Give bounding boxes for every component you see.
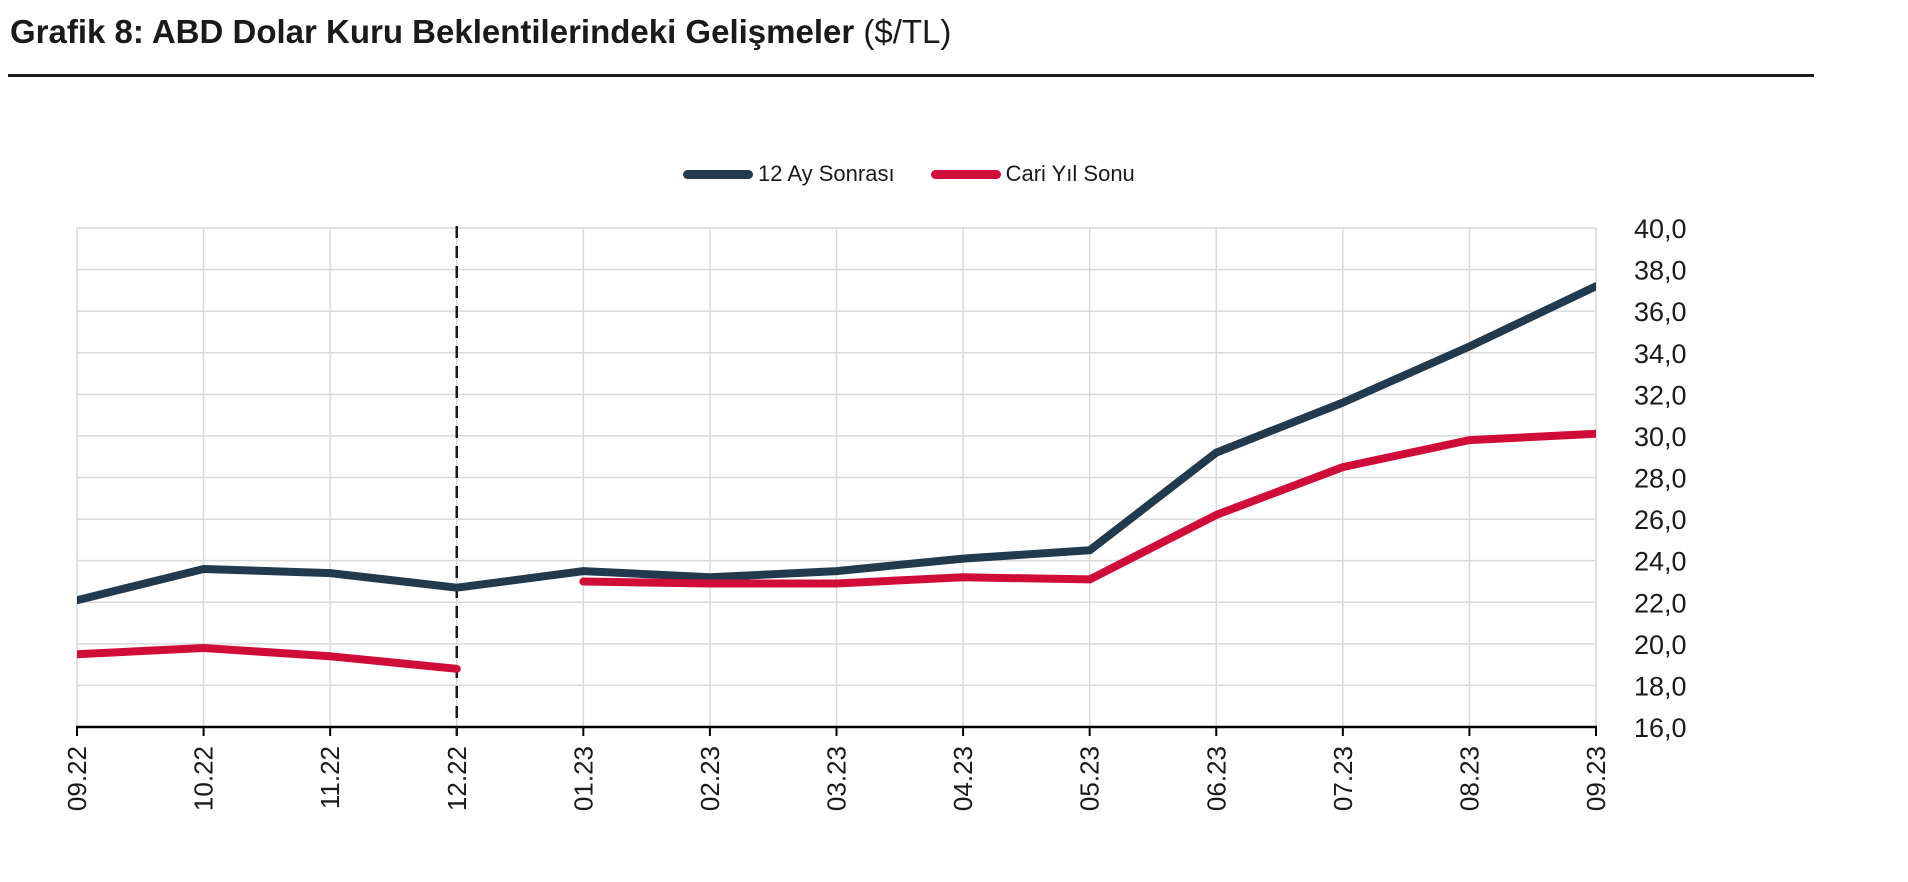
y-tick-label: 16,0 — [1634, 713, 1687, 743]
page-title-main: Grafik 8: ABD Dolar Kuru Beklentilerinde… — [10, 13, 855, 50]
x-tick-label: 04.23 — [948, 746, 978, 811]
page-title: Grafik 8: ABD Dolar Kuru Beklentilerinde… — [10, 12, 951, 52]
legend-line-sample-navy — [683, 169, 753, 179]
legend-item-12-ay-sonrasi: 12 Ay Sonrası — [683, 161, 895, 187]
y-tick-label: 18,0 — [1634, 671, 1687, 701]
series-line-cari-yil-sonu — [579, 429, 1596, 588]
x-tick-label: 05.23 — [1075, 746, 1105, 811]
legend-label: Cari Yıl Sonu — [1005, 161, 1135, 186]
x-tick-label: 07.23 — [1328, 746, 1358, 811]
title-underline — [8, 74, 1814, 77]
page-title-unit: ($/TL) — [854, 13, 952, 50]
y-tick-label: 22,0 — [1634, 588, 1687, 618]
x-tick-label: 11.22 — [315, 746, 345, 809]
y-tick-label: 30,0 — [1634, 422, 1687, 452]
x-tick-label: 03.23 — [822, 746, 852, 811]
x-tick-label: 06.23 — [1201, 746, 1231, 811]
y-tick-label: 26,0 — [1634, 505, 1687, 535]
y-tick-label: 32,0 — [1634, 380, 1687, 410]
series-line-12-ay-sonrasi — [77, 282, 1596, 605]
x-tick-label: 01.23 — [568, 746, 598, 811]
chart-legend: 12 Ay Sonrası Cari Yıl Sonu — [683, 161, 1135, 187]
x-tick-label: 09.22 — [62, 746, 92, 811]
series-line-cari-yil-sonu — [77, 644, 461, 673]
y-tick-label: 34,0 — [1634, 339, 1687, 369]
y-tick-label: 24,0 — [1634, 547, 1687, 577]
x-tick-label: 02.23 — [695, 746, 725, 811]
legend-label: 12 Ay Sonrası — [758, 161, 895, 186]
y-tick-label: 38,0 — [1634, 256, 1687, 286]
x-tick-label: 10.22 — [189, 746, 219, 811]
legend-item-cari-yil-sonu: Cari Yıl Sonu — [930, 161, 1135, 187]
x-tick-label: 12.22 — [442, 746, 472, 811]
y-tick-label: 36,0 — [1634, 297, 1687, 327]
y-tick-label: 20,0 — [1634, 630, 1687, 660]
y-tick-label: 28,0 — [1634, 464, 1687, 494]
y-tick-label: 40,0 — [1634, 214, 1687, 244]
x-tick-label: 09.23 — [1581, 746, 1611, 811]
x-tick-label: 08.23 — [1454, 746, 1484, 811]
legend-line-sample-red — [930, 169, 1001, 179]
